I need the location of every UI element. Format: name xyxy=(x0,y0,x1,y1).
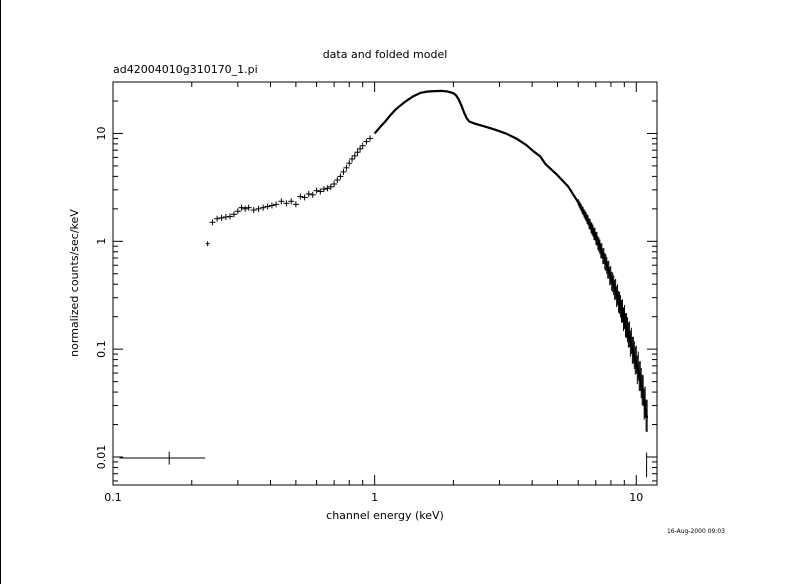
y-tick-label: 0.01 xyxy=(95,445,108,470)
y-axis-label: normalized counts/sec/keV xyxy=(68,209,81,357)
x-tick-label: 1 xyxy=(371,491,378,504)
tick-layer: 0.1 1 10 0.01 0.1 1 10 xyxy=(95,82,657,504)
x-tick-label: 0.1 xyxy=(104,491,122,504)
data-layer xyxy=(119,89,649,478)
plot-frame xyxy=(112,81,658,486)
y-tick-label: 0.1 xyxy=(95,340,108,358)
y-tick-label: 1 xyxy=(95,238,108,245)
x-axis-label: channel energy (keV) xyxy=(326,509,444,522)
window-left-border xyxy=(0,0,1,584)
chart-title: data and folded model xyxy=(323,48,448,61)
chart-subtitle: ad42004010g310170_1.pi xyxy=(113,63,258,76)
timestamp-footer: 16-Aug-2000 09:03 xyxy=(667,528,725,535)
x-tick-label: 10 xyxy=(629,491,643,504)
y-tick-label: 10 xyxy=(95,126,108,140)
